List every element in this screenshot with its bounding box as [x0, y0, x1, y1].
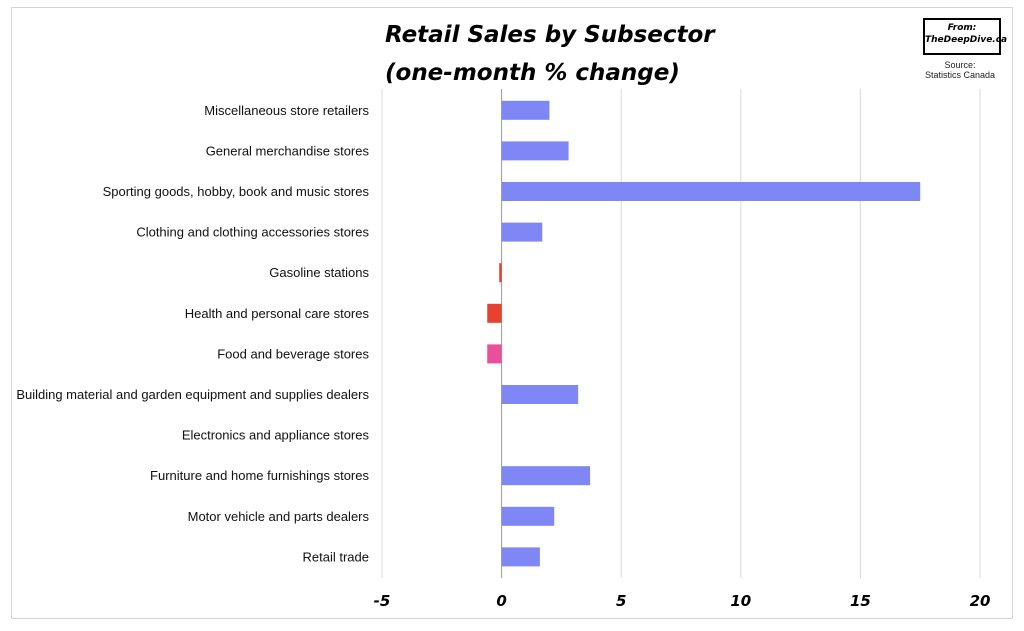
category-label-0: Miscellaneous store retailers	[204, 103, 369, 118]
bar-9	[501, 466, 591, 486]
category-label-6: Food and beverage stores	[217, 346, 369, 361]
category-label-5: Health and personal care stores	[185, 306, 370, 321]
category-label-8: Electronics and appliance stores	[182, 428, 370, 443]
x-tick-label-0: -5	[374, 592, 391, 610]
x-tick-label-1: 0	[496, 592, 506, 610]
x-tick-label-5: 20	[970, 592, 991, 610]
x-tick-label-2: 5	[616, 592, 626, 610]
category-label-1: General merchandise stores	[206, 143, 370, 158]
source-label: Source:	[944, 60, 976, 70]
category-label-3: Clothing and clothing accessories stores	[136, 225, 369, 240]
brand-logo: From: TheDeepDive.ca	[923, 18, 1008, 55]
x-tick-labels: -5 0 5 10 15 20	[374, 592, 991, 610]
grid-layer	[381, 89, 981, 578]
bar-1	[501, 141, 569, 161]
logo-from-text: From:	[947, 23, 977, 33]
source-name: Statistics Canada	[924, 70, 996, 80]
bar-11	[501, 547, 540, 567]
logo-site-text: TheDeepDive.ca	[925, 35, 1008, 45]
chart-title-line2: (one-month % change)	[385, 60, 680, 86]
bar-layer	[487, 100, 921, 567]
bar-5	[487, 303, 502, 323]
bar-3	[501, 222, 543, 242]
category-label-9: Furniture and home furnishings stores	[150, 468, 369, 483]
category-label-7: Building material and garden equipment a…	[16, 387, 369, 402]
x-tick-label-3: 10	[730, 592, 751, 610]
category-labels: Miscellaneous store retailers General mer…	[16, 103, 369, 565]
bar-2	[501, 182, 921, 201]
category-label-10: Motor vehicle and parts dealers	[188, 509, 370, 524]
bar-10	[501, 506, 555, 526]
category-label-2: Sporting goods, hobby, book and music st…	[103, 184, 370, 199]
bar-7	[501, 385, 579, 404]
bar-0	[501, 100, 550, 120]
category-label-4: Gasoline stations	[269, 265, 369, 280]
x-tick-label-4: 15	[850, 592, 871, 610]
bar-6	[487, 344, 502, 364]
chart-title-line1: Retail Sales by Subsector	[385, 22, 716, 48]
bar-4	[499, 263, 502, 283]
category-label-11: Retail trade	[303, 549, 369, 564]
